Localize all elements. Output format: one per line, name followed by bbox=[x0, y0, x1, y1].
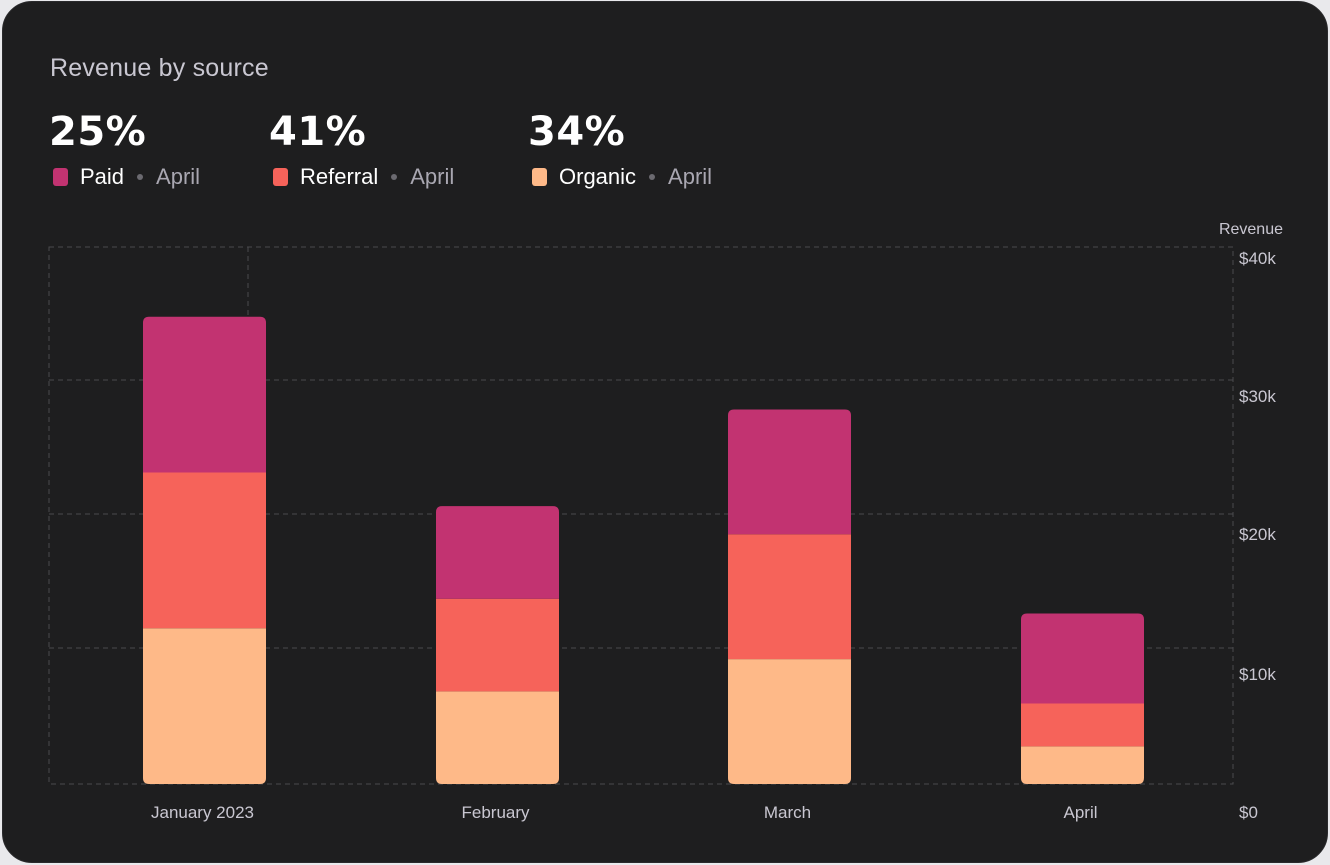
stat-organic: 34% Organic April bbox=[528, 108, 712, 190]
bar-segment-organic bbox=[436, 691, 559, 784]
bar-segment-referral bbox=[143, 472, 266, 629]
stat-referral: 41% Referral April bbox=[269, 108, 454, 190]
stacked-bar-chart: $0 $10k $20k $30k $40k Revenue January 2023 Feb… bbox=[48, 221, 1283, 822]
y-tick-label: $30k bbox=[1239, 387, 1276, 406]
x-tick-label: February bbox=[461, 803, 530, 822]
stat-referral-label: Referral bbox=[300, 164, 379, 189]
y-tick-label: $40k bbox=[1239, 249, 1276, 268]
bar-segment-organic bbox=[1021, 746, 1144, 784]
stat-organic-period: April bbox=[668, 164, 713, 189]
paid-swatch-icon bbox=[53, 168, 68, 186]
stat-referral-percent: 41% bbox=[269, 109, 367, 155]
y-tick-label: $0 bbox=[1239, 803, 1258, 822]
organic-swatch-icon bbox=[532, 168, 547, 186]
bar-segment-paid bbox=[143, 316, 266, 473]
stat-organic-percent: 34% bbox=[528, 109, 626, 155]
stat-paid: 25% Paid April bbox=[49, 108, 200, 190]
separator-dot-icon bbox=[649, 174, 656, 180]
x-tick-label: January 2023 bbox=[151, 803, 254, 822]
y-axis-label: Revenue bbox=[1219, 221, 1283, 238]
x-tick-label: March bbox=[764, 803, 811, 822]
bar-segment-referral bbox=[728, 534, 851, 660]
bar-segment-organic bbox=[143, 628, 266, 784]
referral-swatch-icon bbox=[273, 168, 288, 186]
bar-segment-referral bbox=[1021, 703, 1144, 747]
bar-segment-organic bbox=[728, 659, 851, 784]
stat-paid-period: April bbox=[156, 164, 201, 189]
separator-dot-icon bbox=[137, 174, 144, 180]
stat-organic-label: Organic bbox=[559, 164, 637, 189]
bar-segment-paid bbox=[436, 506, 559, 599]
bar-segment-paid bbox=[1021, 613, 1144, 704]
bar-segment-referral bbox=[436, 598, 559, 692]
y-tick-label: $10k bbox=[1239, 665, 1276, 684]
y-tick-label: $20k bbox=[1239, 525, 1276, 544]
bar-segment-paid bbox=[728, 409, 851, 535]
stat-referral-period: April bbox=[410, 164, 455, 189]
separator-dot-icon bbox=[391, 174, 398, 180]
card-title: Revenue by source bbox=[50, 54, 269, 82]
stat-paid-percent: 25% bbox=[49, 109, 147, 155]
plot-frame bbox=[48, 246, 1234, 785]
stat-paid-label: Paid bbox=[80, 164, 125, 189]
x-tick-label: April bbox=[1063, 803, 1097, 822]
